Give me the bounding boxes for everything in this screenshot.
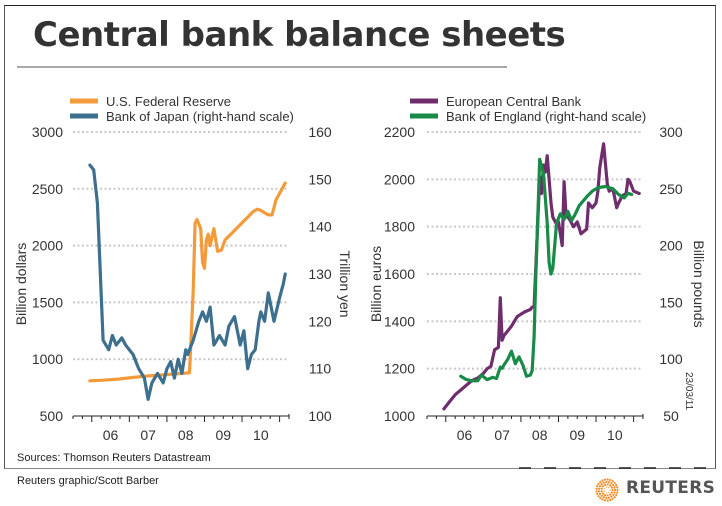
credit-note: Reuters graphic/Scott Barber [17, 475, 159, 487]
title-rule [17, 66, 507, 68]
x-tick-label: 07 [140, 427, 156, 443]
x-tick-label: 08 [178, 427, 194, 443]
y2-tick-label: 120 [308, 313, 332, 329]
y-tick-label: 2200 [384, 124, 415, 140]
legend-label: European Central Bank [446, 94, 582, 109]
y-tick-label: 1500 [32, 294, 63, 310]
chart-fed-boj: 3000 2500 2000 1500 1000 500 160 150 140 130 120 11… [13, 94, 353, 443]
x-tick-label: 10 [253, 427, 269, 443]
series-line-2 [88, 163, 287, 401]
y-tick-label: 2500 [32, 181, 63, 197]
page-title: Central bank balance sheets [33, 15, 566, 55]
y2-tick-label: 100 [308, 408, 332, 424]
y2-tick-label: 140 [308, 219, 332, 235]
x-tick-label: 09 [569, 427, 585, 443]
y-tick-label: 3000 [32, 124, 63, 140]
y-tick-label: 500 [40, 408, 64, 424]
y-tick-label: 2000 [384, 171, 415, 187]
series-line-2 [459, 157, 634, 383]
x-tick-label: 09 [215, 427, 231, 443]
y2-tick-label: 130 [308, 266, 332, 282]
y2-tick-label: 50 [663, 408, 679, 424]
y2-tick-label: 300 [659, 124, 683, 140]
y-tick-label: 1200 [384, 361, 415, 377]
y2-axis-label: Trillion yen [337, 250, 353, 317]
y-axis-label: Billion euros [368, 246, 384, 322]
x-tick-label: 07 [494, 427, 510, 443]
x-tick-label: 06 [457, 427, 473, 443]
y2-tick-label: 160 [308, 124, 332, 140]
y2-tick-label: 100 [659, 351, 683, 367]
chart-ecb-boe: 2200 2000 1800 1600 1400 1200 1000 300 250 200 150… [368, 94, 707, 443]
legend-label: Bank of England (right-hand scale) [446, 109, 646, 124]
y2-axis-label: Billion pounds [691, 240, 707, 327]
y-tick-label: 1800 [384, 219, 415, 235]
reuters-brand: REUTERS [626, 478, 716, 498]
sources-note: Sources: Thomson Reuters Datastream [17, 452, 211, 464]
y-tick-label: 1600 [384, 266, 415, 282]
legend-label: Bank of Japan (right-hand scale) [106, 109, 294, 124]
y2-tick-label: 150 [308, 171, 332, 187]
y2-tick-label: 200 [659, 238, 683, 254]
x-tick-label: 08 [532, 427, 548, 443]
y-tick-label: 1000 [32, 351, 63, 367]
y-axis-label: Billion dollars [13, 243, 29, 325]
y-tick-label: 2000 [32, 238, 63, 254]
y2-tick-label: 110 [309, 361, 332, 377]
legend-label: U.S. Federal Reserve [106, 94, 231, 109]
date-stamp: 23/03/11 [683, 372, 694, 411]
y-tick-label: 1000 [384, 408, 415, 424]
x-tick-label: 10 [607, 427, 623, 443]
y-tick-label: 1400 [384, 313, 415, 329]
x-tick-label: 06 [103, 427, 119, 443]
y2-tick-label: 250 [659, 181, 683, 197]
y2-tick-label: 150 [659, 294, 683, 310]
chart-frame [4, 5, 716, 469]
